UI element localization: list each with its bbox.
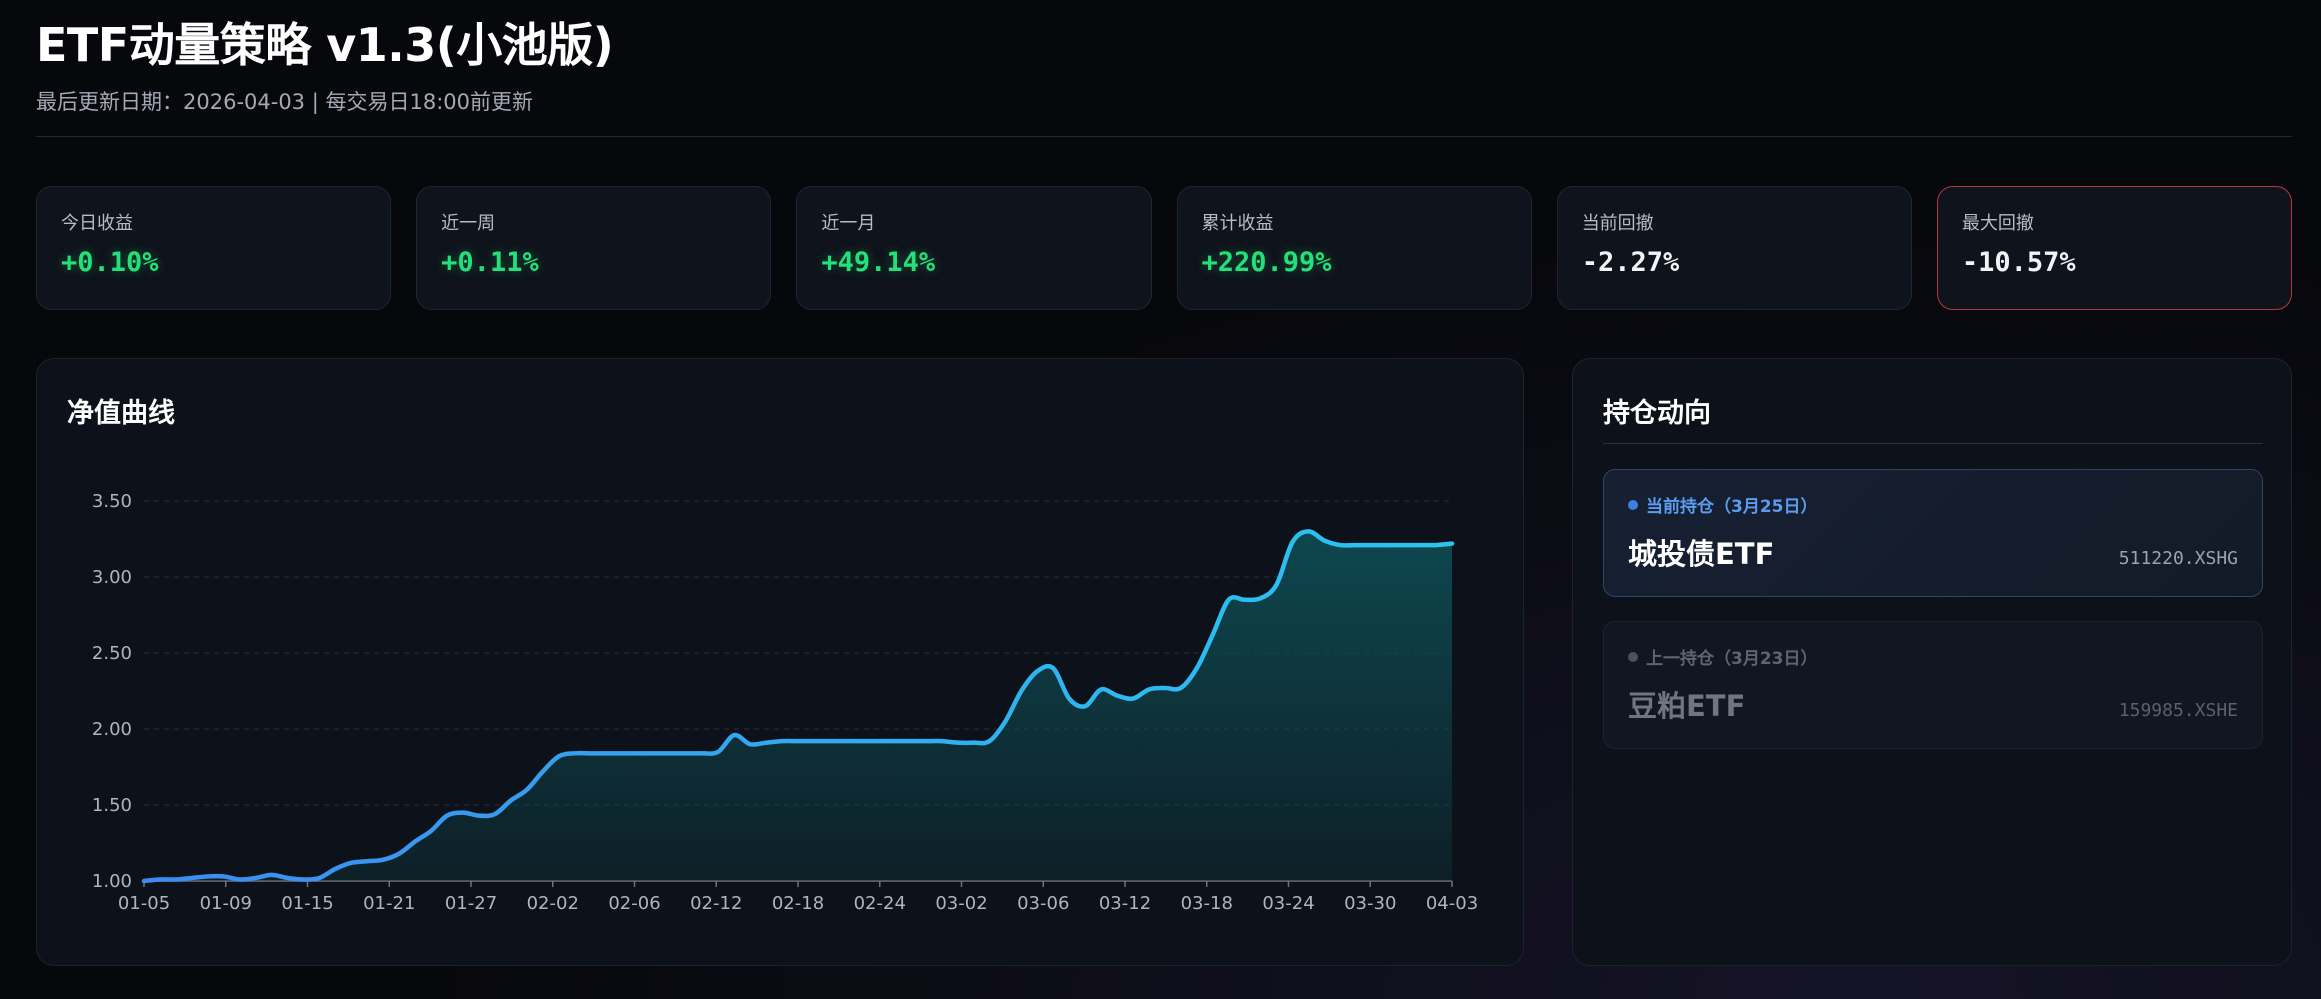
status-dot-icon	[1628, 499, 1638, 510]
nav-area	[144, 531, 1452, 881]
stat-value: +220.99%	[1201, 247, 1332, 278]
holdings-panel: 持仓动向 当前持仓（3月25日） 城投债ETF 511220.XSHG 上一持仓…	[1572, 358, 2292, 966]
x-tick-label: 01-09	[200, 893, 252, 914]
page-header: ETF动量策略 v1.3(小池版) 最后更新日期：2026-04-03 | 每交…	[36, 14, 2292, 116]
stat-card-month: 近一月 +49.14%	[796, 186, 1152, 310]
stat-label: 今日收益	[61, 213, 133, 234]
x-tick-label: 01-15	[281, 893, 333, 914]
current-holding-card[interactable]: 当前持仓（3月25日） 城投债ETF 511220.XSHG	[1603, 469, 2263, 597]
x-tick-label: 03-12	[1099, 893, 1151, 914]
stat-card-cumulative: 累计收益 +220.99%	[1176, 186, 1532, 310]
nav-chart-panel: 净值曲线 1.00 1.50 2.00 2.50 3.00 3.50 01-05 01-09 0…	[36, 358, 1524, 966]
nav-chart: 1.00 1.50 2.00 2.50 3.00 3.50 01-05 01-09 01-15 0…	[92, 491, 1478, 914]
header-divider	[36, 136, 2292, 137]
current-holding-tag-text: 当前持仓（3月25日）	[1646, 497, 1818, 517]
stat-label: 当前回撤	[1581, 213, 1654, 234]
stat-card-today: 今日收益 +0.10%	[36, 186, 392, 310]
nav-line	[141, 529, 1455, 884]
y-tick-label: 1.00	[92, 871, 132, 892]
x-tick-label: 03-06	[1017, 893, 1069, 914]
stat-label: 累计收益	[1201, 213, 1274, 234]
previous-holding-tag-text: 上一持仓（3月23日）	[1646, 649, 1818, 669]
y-tick-label: 2.00	[92, 719, 132, 740]
current-holding-code: 511220.XSHG	[2118, 548, 2238, 569]
y-tick-label: 3.00	[92, 567, 132, 588]
previous-holding-name: 豆粕ETF	[1628, 689, 1746, 723]
page-title: ETF动量策略 v1.3(小池版)	[36, 18, 614, 72]
x-tick-label: 03-18	[1181, 893, 1233, 914]
x-tick-label: 02-06	[608, 893, 660, 914]
x-tick-label: 01-21	[363, 893, 415, 914]
holdings-divider	[1603, 443, 2263, 444]
chart-title: 净值曲线	[67, 398, 175, 429]
page-subtitle: 最后更新日期：2026-04-03 | 每交易日18:00前更新	[36, 90, 533, 114]
x-tick-label: 03-30	[1344, 893, 1396, 914]
stat-label: 最大回撤	[1961, 213, 2034, 234]
stat-value: +0.11%	[441, 247, 539, 278]
stat-value: -2.27%	[1581, 247, 1680, 278]
x-tick-label: 01-27	[445, 893, 497, 914]
y-tick-label: 1.50	[92, 795, 132, 816]
x-tick-label: 02-24	[854, 893, 906, 914]
x-tick-label: 03-24	[1262, 893, 1314, 914]
x-tick-label: 04-03	[1426, 893, 1478, 914]
stat-card-week: 近一周 +0.11%	[416, 186, 772, 310]
status-dot-icon	[1628, 651, 1638, 662]
x-tick-label: 02-02	[527, 893, 579, 914]
current-holding-tag: 当前持仓（3月25日）	[1628, 492, 2238, 517]
x-tick-label: 03-02	[935, 893, 987, 914]
holdings-title: 持仓动向	[1603, 398, 1711, 429]
stat-card-max-drawdown: 最大回撤 -10.57%	[1936, 186, 2293, 310]
current-holding-name: 城投债ETF	[1628, 537, 1775, 571]
y-tick-label: 2.50	[92, 643, 132, 664]
stat-label: 近一周	[441, 213, 496, 234]
y-tick-label: 3.50	[92, 491, 132, 512]
stat-label: 近一月	[821, 213, 876, 234]
previous-holding-card[interactable]: 上一持仓（3月23日） 豆粕ETF 159985.XSHE	[1603, 621, 2263, 749]
stat-value: +49.14%	[821, 247, 936, 278]
previous-holding-code: 159985.XSHE	[2118, 700, 2238, 721]
previous-holding-tag: 上一持仓（3月23日）	[1628, 644, 2238, 669]
stats-row: 今日收益 +0.10% 近一周 +0.11% 近一月 +49.14% 累计收益 …	[36, 186, 2293, 310]
x-tick-label: 02-12	[690, 893, 742, 914]
x-tick-label: 01-05	[118, 893, 170, 914]
x-tick-label: 02-18	[772, 893, 824, 914]
stat-value: -10.57%	[1961, 247, 2076, 278]
stat-card-current-drawdown: 当前回撤 -2.27%	[1556, 186, 1912, 310]
stat-value: +0.10%	[61, 247, 159, 278]
